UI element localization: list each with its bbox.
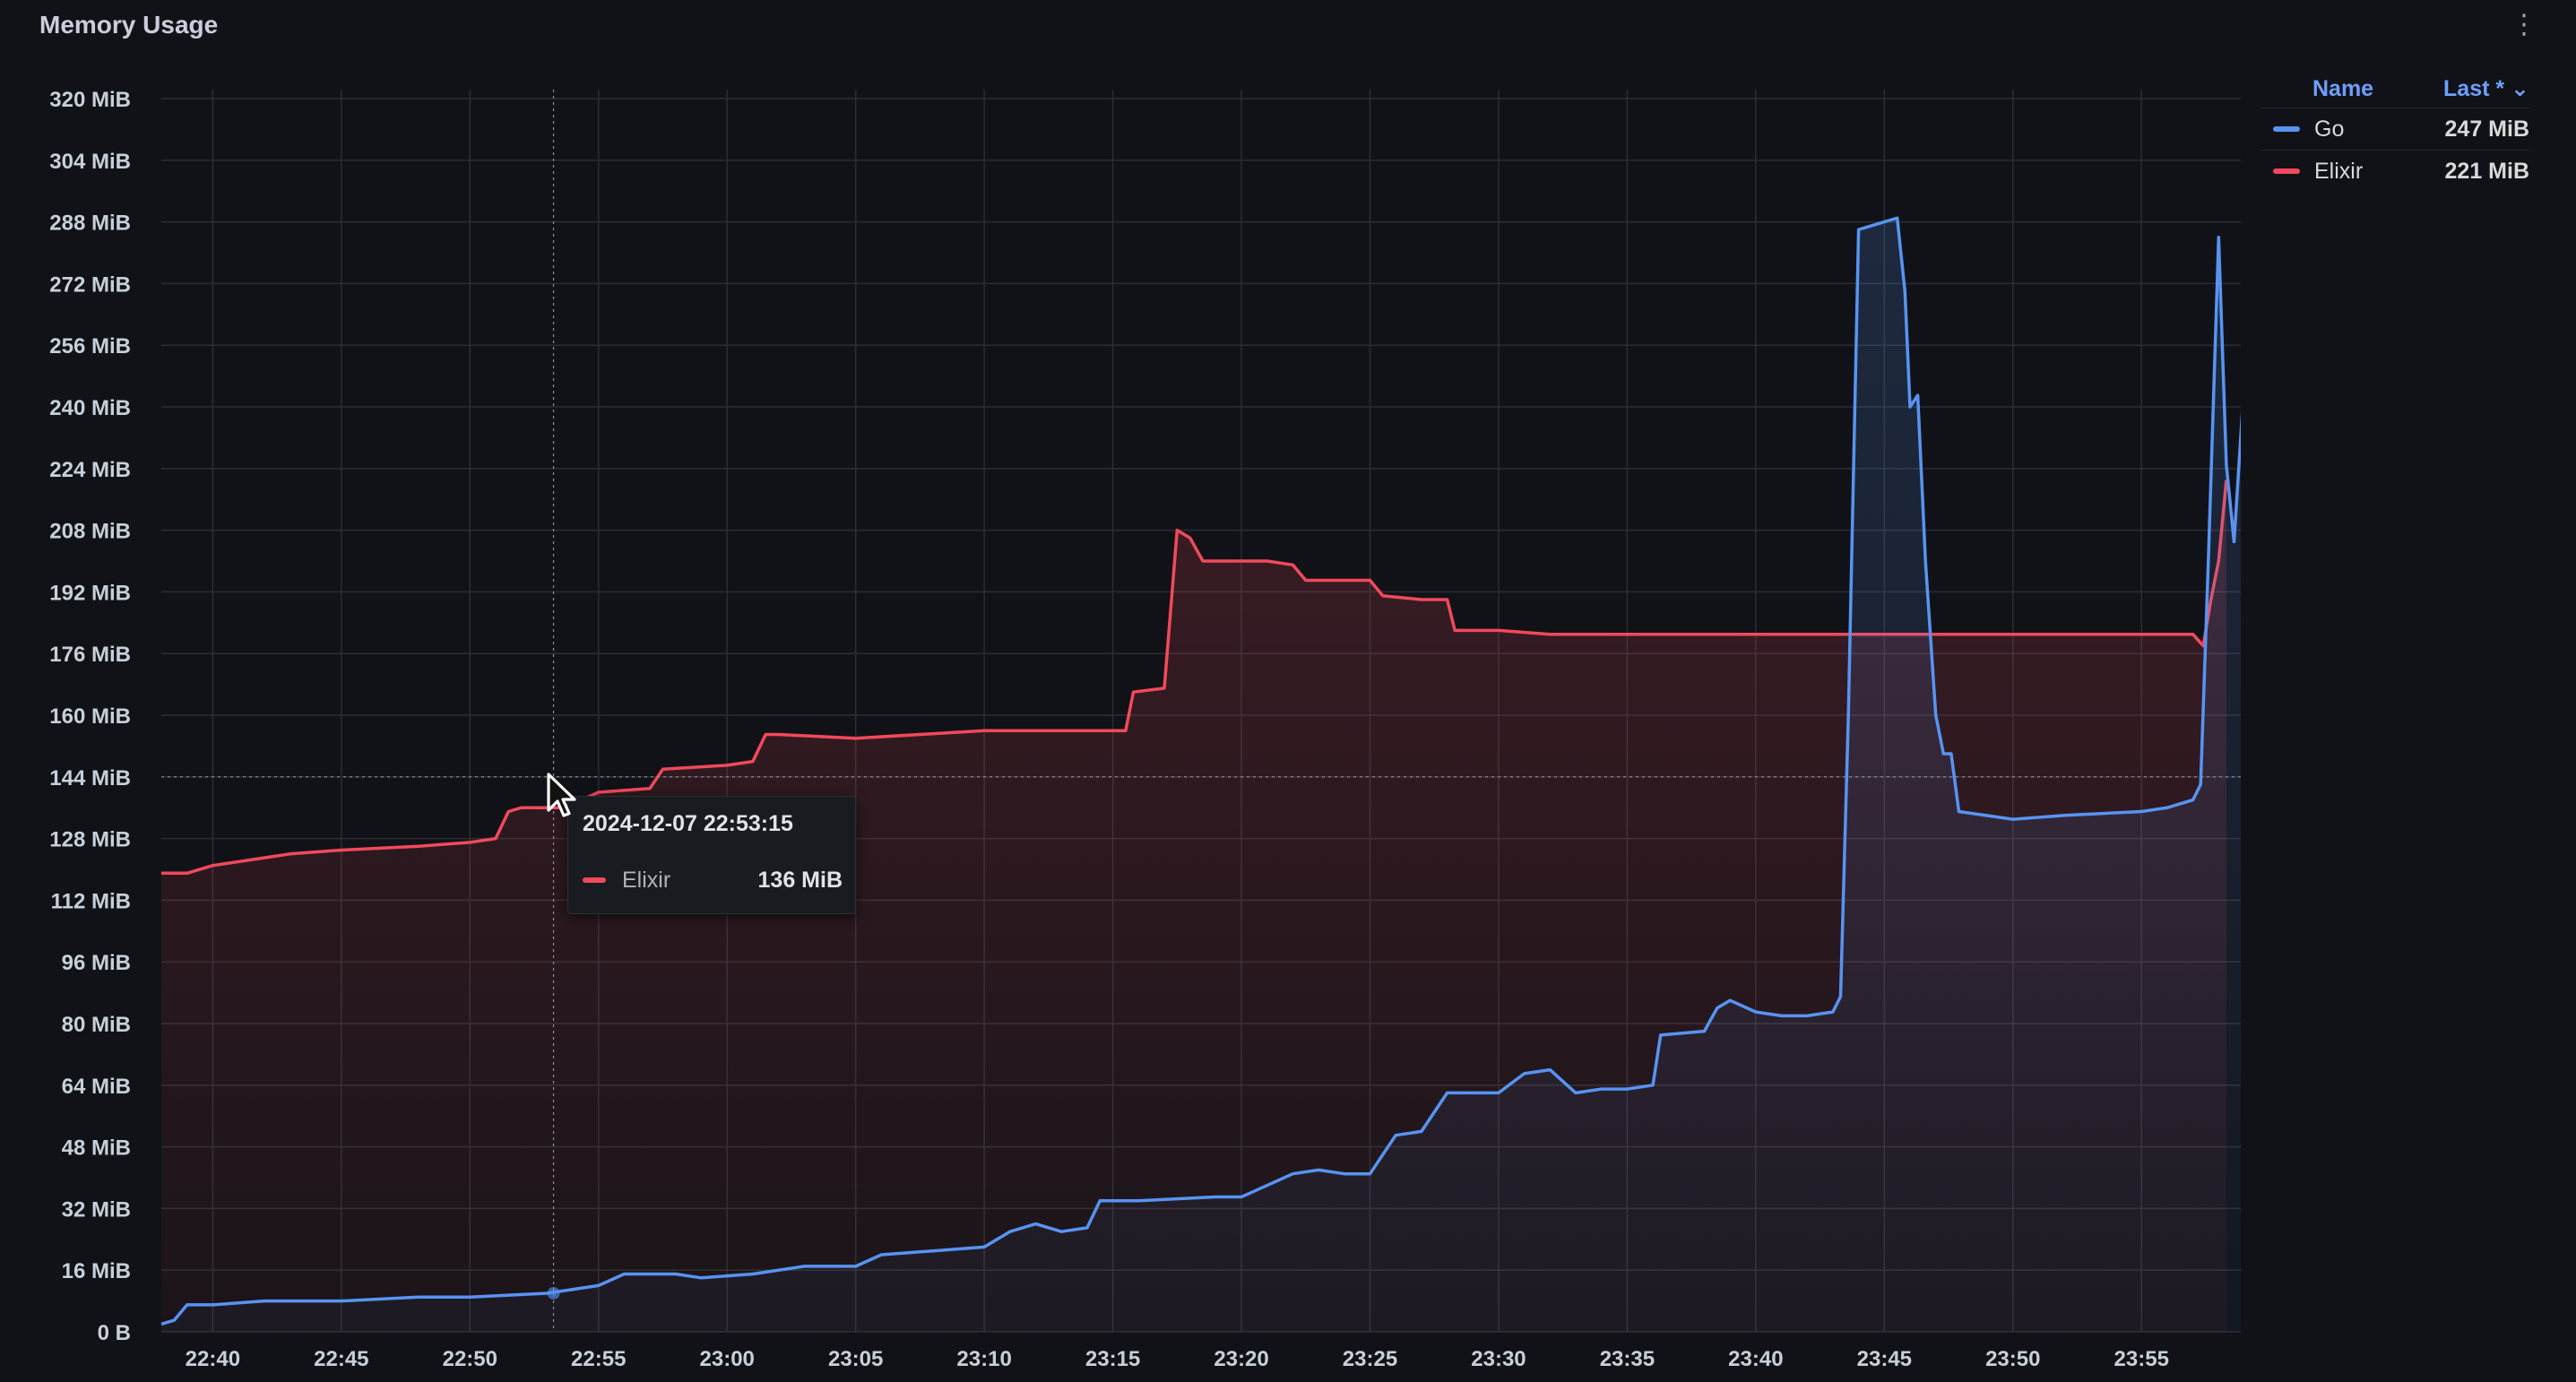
y-axis-ticks: 0 B 16 MiB 32 MiB 48 MiB 64 MiB 80 MiB 96 MiB 1… bbox=[49, 88, 131, 1345]
series-area-go bbox=[161, 218, 2241, 1332]
hover-tooltip: 2024-12-07 22:53:15 Elixir 136 MiB bbox=[567, 796, 856, 914]
x-tick-label: 23:55 bbox=[2114, 1347, 2169, 1371]
legend-table: Name Last * ⌄ Go 247 MiB Elixir 221 MiB bbox=[2260, 70, 2529, 192]
x-tick-label: 23:45 bbox=[1857, 1347, 1912, 1371]
y-tick-label: 224 MiB bbox=[49, 458, 131, 482]
legend-header: Name Last * ⌄ bbox=[2260, 70, 2529, 108]
hover-point-go bbox=[547, 1287, 560, 1300]
series-line-go bbox=[160, 216, 2241, 1326]
y-tick-label: 272 MiB bbox=[49, 272, 131, 297]
y-tick-label: 176 MiB bbox=[49, 643, 131, 667]
x-tick-label: 23:05 bbox=[828, 1347, 883, 1371]
tooltip-swatch bbox=[583, 877, 606, 883]
x-tick-label: 23:30 bbox=[1471, 1347, 1526, 1371]
tooltip-value: 136 MiB bbox=[757, 867, 843, 893]
y-tick-label: 16 MiB bbox=[62, 1259, 131, 1283]
y-tick-label: 128 MiB bbox=[49, 828, 131, 852]
hover-crosshair bbox=[161, 90, 2241, 1332]
legend-value: 221 MiB bbox=[2444, 158, 2529, 184]
y-tick-label: 160 MiB bbox=[49, 704, 131, 729]
y-tick-label: 112 MiB bbox=[51, 889, 131, 913]
series-lines bbox=[160, 216, 2241, 1332]
y-tick-label: 0 B bbox=[98, 1321, 131, 1345]
panel-title: Memory Usage bbox=[39, 11, 219, 39]
y-tick-label: 192 MiB bbox=[49, 581, 131, 605]
memory-usage-chart[interactable]: 0 B 16 MiB 32 MiB 48 MiB 64 MiB 80 MiB 96 MiB 1… bbox=[0, 0, 2241, 1382]
tooltip-row: Elixir 136 MiB bbox=[583, 867, 843, 894]
y-tick-label: 256 MiB bbox=[49, 334, 131, 358]
legend-swatch-go bbox=[2273, 126, 2300, 132]
x-tick-label: 23:50 bbox=[1985, 1347, 2040, 1371]
tooltip-time: 2024-12-07 22:53:15 bbox=[583, 811, 793, 836]
x-tick-label: 23:40 bbox=[1728, 1347, 1783, 1371]
legend-name-header[interactable]: Name bbox=[2312, 75, 2374, 101]
y-tick-label: 32 MiB bbox=[62, 1197, 131, 1222]
y-tick-label: 96 MiB bbox=[62, 951, 131, 975]
legend-last-header[interactable]: Last * ⌄ bbox=[2443, 76, 2529, 101]
y-tick-label: 64 MiB bbox=[62, 1075, 131, 1099]
legend-swatch-elixir bbox=[2273, 168, 2300, 174]
y-tick-label: 288 MiB bbox=[49, 212, 131, 236]
x-tick-label: 23:15 bbox=[1085, 1347, 1140, 1371]
tooltip-series-name: Elixir bbox=[622, 867, 671, 893]
x-tick-label: 22:50 bbox=[443, 1347, 497, 1371]
x-tick-label: 23:00 bbox=[700, 1347, 755, 1371]
series-line-elixir bbox=[161, 479, 2228, 876]
x-tick-label: 23:35 bbox=[1600, 1347, 1655, 1371]
x-axis-ticks: 22:40 22:45 22:50 22:55 23:00 23:05 23:10 23:15… bbox=[186, 1347, 2169, 1371]
x-tick-label: 23:25 bbox=[1343, 1347, 1397, 1371]
y-tick-label: 80 MiB bbox=[62, 1013, 131, 1037]
x-tick-label: 22:45 bbox=[314, 1347, 368, 1371]
legend-name: Go bbox=[2314, 116, 2345, 142]
x-tick-label: 22:40 bbox=[186, 1347, 240, 1371]
y-tick-label: 208 MiB bbox=[49, 520, 131, 544]
legend-item-go[interactable]: Go 247 MiB bbox=[2260, 108, 2529, 150]
x-tick-label: 23:10 bbox=[956, 1347, 1011, 1371]
legend-value: 247 MiB bbox=[2444, 116, 2529, 142]
y-tick-label: 320 MiB bbox=[49, 88, 131, 112]
y-tick-label: 48 MiB bbox=[62, 1136, 131, 1161]
mouse-pointer-icon bbox=[547, 773, 576, 817]
kebab-menu-icon[interactable]: ⋮ bbox=[2511, 10, 2537, 39]
y-tick-label: 304 MiB bbox=[49, 150, 131, 174]
legend-name: Elixir bbox=[2314, 158, 2364, 184]
y-tick-label: 240 MiB bbox=[49, 396, 131, 420]
y-tick-label: 144 MiB bbox=[49, 766, 131, 790]
x-tick-label: 22:55 bbox=[571, 1347, 626, 1371]
x-tick-label: 23:20 bbox=[1214, 1347, 1268, 1371]
legend-item-elixir[interactable]: Elixir 221 MiB bbox=[2260, 150, 2529, 192]
